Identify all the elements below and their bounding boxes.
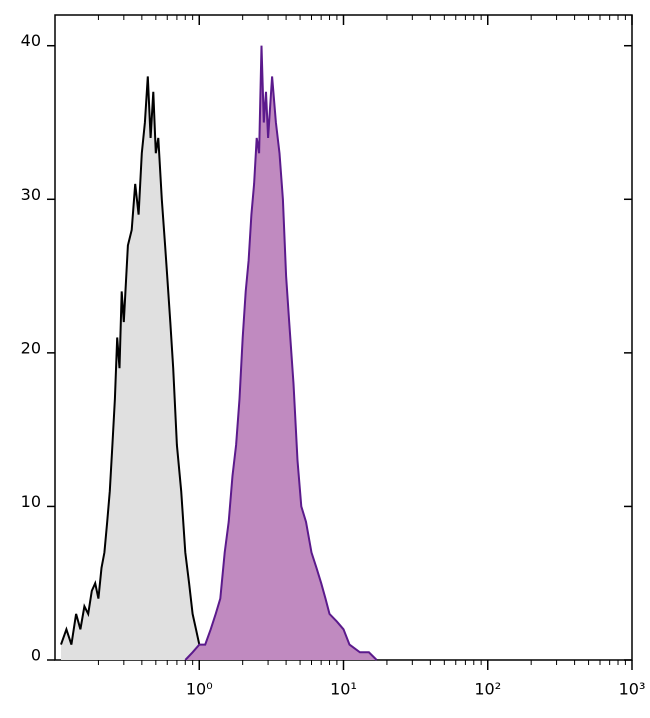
area-line	[184, 45, 378, 661]
y-tick-label: 20	[21, 338, 41, 357]
x-tick-label: 10¹	[330, 680, 357, 699]
y-tick-label: 40	[21, 31, 41, 50]
area-fill	[185, 45, 377, 660]
area-line	[60, 76, 204, 661]
x-tick-label: 10³	[619, 680, 646, 699]
y-tick-label: 30	[21, 185, 41, 204]
x-tick-label: 10²	[474, 680, 501, 699]
y-tick-label: 0	[31, 646, 41, 665]
area-fill	[61, 76, 203, 660]
x-tick-label: 10⁰	[186, 680, 213, 699]
y-tick-label: 10	[21, 492, 41, 511]
